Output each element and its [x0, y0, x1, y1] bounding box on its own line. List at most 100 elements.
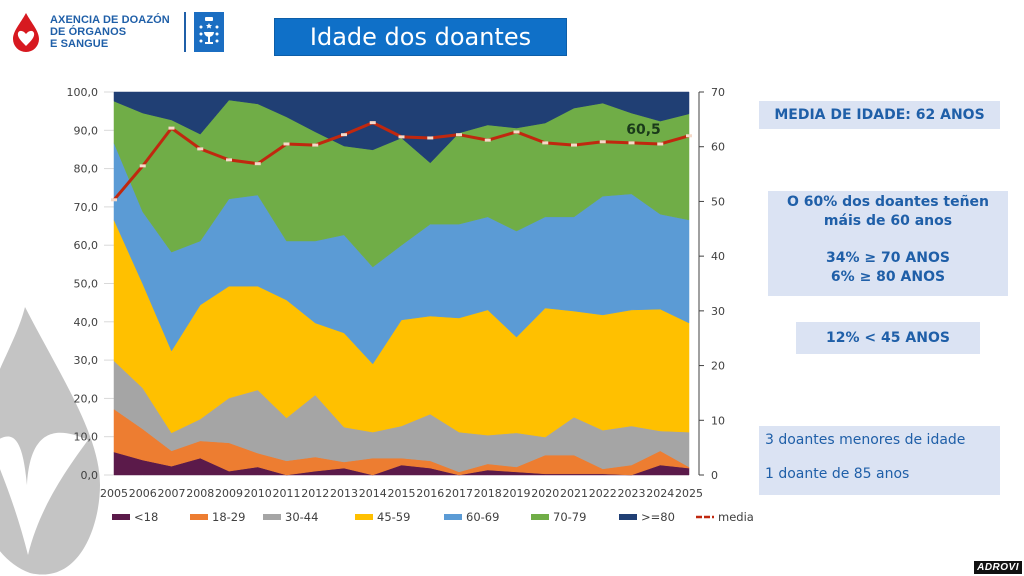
- media-point: [599, 140, 606, 144]
- media-point: [628, 141, 635, 145]
- media-point: [427, 136, 434, 140]
- y-tick-label: 90,0: [74, 124, 99, 137]
- media-point: [686, 134, 692, 138]
- media-point: [111, 198, 117, 202]
- legend-swatch: [619, 514, 637, 520]
- legend-label: >=80: [641, 510, 675, 524]
- y-tick-label: 50,0: [74, 278, 99, 291]
- media-point: [283, 142, 290, 146]
- y-tick-label: 0,0: [81, 469, 99, 482]
- y2-tick-label: 60: [711, 141, 725, 154]
- media-point: [484, 138, 491, 142]
- legend-swatch: [112, 514, 130, 520]
- stat-over-60: O 60% dos doantes teñen máis de 60 anos …: [768, 191, 1008, 296]
- x-tick-label: 2019: [503, 487, 531, 500]
- area-80: [113, 91, 690, 164]
- x-tick-label: 2023: [618, 487, 646, 500]
- x-tick-label: 2009: [215, 487, 243, 500]
- y-tick-label: 80,0: [74, 163, 99, 176]
- x-tick-label: 2014: [359, 487, 387, 500]
- media-line-series: [111, 121, 692, 202]
- axes: 0,0 10,0 20,0 30,0 40,0 50,0 60,0 70,0 80,0 90,0 1…: [67, 86, 726, 500]
- x-tick-label: 2021: [560, 487, 588, 500]
- legend-swatch: [531, 514, 549, 520]
- legend-swatch: [190, 514, 208, 520]
- legend-label: 60-69: [466, 510, 499, 524]
- media-point: [341, 133, 347, 137]
- stat-over-80: 6% ≥ 80 ANOS: [830, 269, 946, 285]
- y2-tick-label: 70: [711, 86, 725, 99]
- agency-name-line2: DE ÓRGANOS: [50, 26, 127, 38]
- x-tick-label: 2017: [445, 487, 473, 500]
- x-tick-label: 2013: [330, 487, 358, 500]
- legend-label: 70-79: [553, 510, 586, 524]
- chart-legend: <18 18-29 30-44 45-59 60-69 70-79 >=80 media: [112, 510, 754, 524]
- legend-label: media: [718, 510, 754, 524]
- x-tick-label: 2011: [273, 487, 301, 500]
- legend-label: <18: [134, 510, 158, 524]
- annotation-label: 60,5: [626, 122, 661, 138]
- logo-divider: [183, 12, 186, 52]
- y2-tick-label: 30: [711, 305, 725, 318]
- y-tick-label: 30,0: [74, 354, 99, 367]
- agency-name-line1: AXENCIA DE DOAZÓN: [50, 14, 170, 26]
- media-point: [571, 143, 577, 147]
- legend-label: 18-29: [212, 510, 245, 524]
- blood-drop-heart-icon: [13, 13, 39, 52]
- x-tick-label: 2008: [186, 487, 214, 500]
- y-tick-label: 40,0: [74, 316, 99, 329]
- media-point: [657, 142, 664, 146]
- y2-tick-label: 10: [711, 414, 725, 427]
- legend-swatch: [263, 514, 281, 520]
- stat-over-70: 34% ≥ 70 ANOS: [826, 250, 950, 266]
- x-tick-label: 2006: [129, 487, 157, 500]
- agency-logo: AXENCIA DE DOAZÓN DE ÓRGANOS E SANGUE: [10, 12, 224, 52]
- media-point: [197, 147, 204, 151]
- stat-under-45: 12% < 45 ANOS: [796, 322, 980, 354]
- x-tick-label: 2012: [301, 487, 329, 500]
- x-tick-label: 2010: [244, 487, 272, 500]
- footer-brand-logo: ADROVI: [974, 561, 1022, 574]
- x-tick-label: 2018: [474, 487, 502, 500]
- stat-extremes: 3 doantes menores de idade 1 doante de 8…: [759, 426, 1000, 495]
- media-point: [139, 164, 146, 168]
- y2-tick-label: 20: [711, 360, 725, 373]
- media-point: [312, 143, 319, 147]
- stat-under-45-text: 12% < 45 ANOS: [826, 330, 950, 346]
- stat-average-age-text: MEDIA DE IDADE: 62 ANOS: [774, 107, 985, 123]
- stat-over-60-line1: O 60% dos doantes teñen: [786, 194, 990, 210]
- media-point: [456, 133, 462, 137]
- stat-over-60-line2: máis de 60 anos: [823, 213, 953, 229]
- stat-average-age: MEDIA DE IDADE: 62 ANOS: [759, 101, 1000, 129]
- y-tick-label: 20,0: [74, 392, 99, 405]
- y2-tick-label: 50: [711, 195, 725, 208]
- x-tick-label: 2022: [589, 487, 617, 500]
- x-tick-label: 2025: [675, 487, 703, 500]
- page-title: Idade dos doantes: [274, 18, 567, 56]
- x-tick-label: 2024: [646, 487, 674, 500]
- stat-oldest: 1 doante de 85 anos: [765, 466, 910, 482]
- x-tick-label: 2007: [158, 487, 186, 500]
- y-tick-label: 10,0: [74, 431, 99, 444]
- y2-tick-label: 0: [711, 469, 718, 482]
- x-tick-label: 2016: [416, 487, 444, 500]
- x-tick-label: 2015: [388, 487, 416, 500]
- media-point: [254, 162, 261, 166]
- legend-label: 45-59: [377, 510, 410, 524]
- media-point: [369, 121, 376, 125]
- y2-tick-label: 40: [711, 250, 725, 263]
- y-tick-label: 60,0: [74, 239, 99, 252]
- media-point: [226, 158, 232, 162]
- agency-name-line3: E SANGUE: [50, 38, 109, 50]
- age-area-chart: 0,0 10,0 20,0 30,0 40,0 50,0 60,0 70,0 80,0 90,0 1…: [67, 86, 754, 524]
- xunta-emblem-icon: [193, 12, 224, 52]
- x-tick-label: 2020: [531, 487, 559, 500]
- legend-swatch: [444, 514, 462, 520]
- y-tick-label: 100,0: [67, 86, 99, 99]
- stat-minors: 3 doantes menores de idade: [765, 432, 966, 448]
- agency-name: AXENCIA DE DOAZÓN DE ÓRGANOS E SANGUE: [50, 14, 170, 50]
- legend-label: 30-44: [285, 510, 318, 524]
- media-point: [513, 130, 520, 134]
- media-point: [398, 135, 405, 139]
- grid: [104, 91, 114, 476]
